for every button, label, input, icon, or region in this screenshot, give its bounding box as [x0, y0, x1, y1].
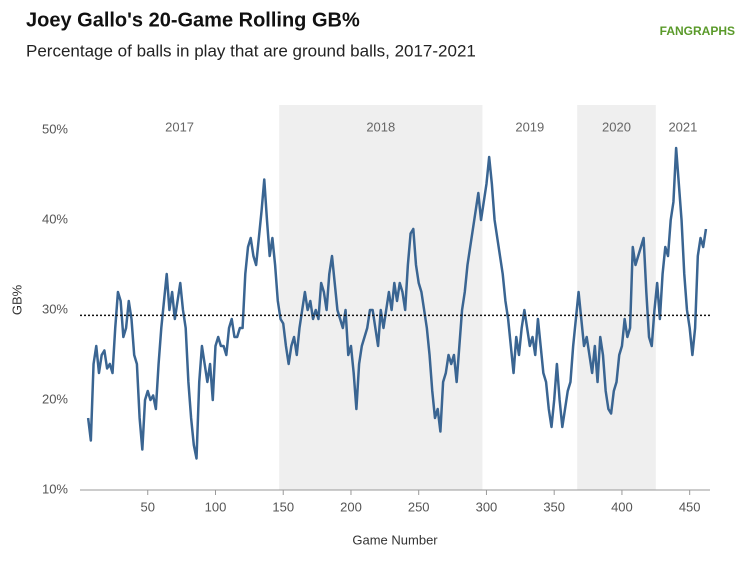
x-tick-label: 250	[408, 499, 430, 514]
season-label: 2021	[668, 119, 697, 134]
x-axis-label: Game Number	[352, 532, 438, 547]
y-axis-label: GB%	[9, 284, 24, 315]
x-tick-label: 450	[679, 499, 701, 514]
x-tick-label: 100	[205, 499, 227, 514]
brand-logo: FANGRAPHS	[660, 24, 735, 38]
x-tick-label: 350	[543, 499, 565, 514]
season-band	[279, 105, 483, 490]
chart-subtitle: Percentage of balls in play that are gro…	[26, 41, 476, 60]
season-label: 2017	[165, 119, 194, 134]
x-tick-label: 200	[340, 499, 362, 514]
data-line	[86, 146, 708, 460]
season-label: 2019	[515, 119, 544, 134]
y-tick-label: 40%	[42, 211, 68, 226]
season-label: 2020	[602, 119, 631, 134]
x-tick-label: 400	[611, 499, 633, 514]
y-tick-label: 10%	[42, 481, 68, 496]
y-tick-label: 50%	[42, 121, 68, 136]
y-tick-label: 20%	[42, 391, 68, 406]
x-tick-label: 150	[272, 499, 294, 514]
chart-title: Joey Gallo's 20-Game Rolling GB%	[26, 9, 360, 31]
season-band	[577, 105, 656, 490]
x-tick-label: 50	[141, 499, 155, 514]
season-label: 2018	[366, 119, 395, 134]
y-tick-label: 30%	[42, 301, 68, 316]
x-tick-label: 300	[476, 499, 498, 514]
